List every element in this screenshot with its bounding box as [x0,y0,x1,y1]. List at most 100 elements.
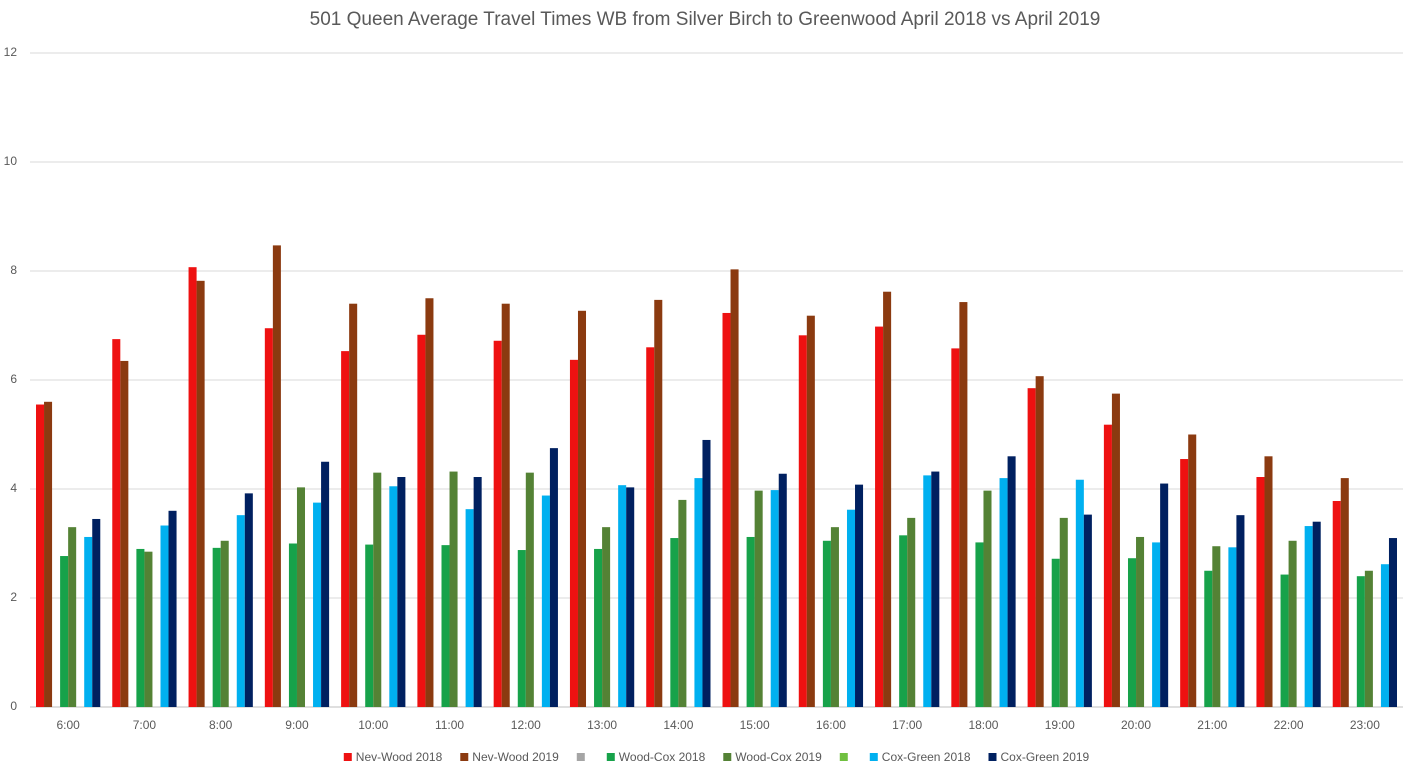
bar [951,348,960,707]
bar [569,359,578,707]
x-tick-label: 14:00 [663,718,693,732]
bar [84,536,93,707]
bar [272,245,281,707]
bar [441,545,450,707]
bar [341,351,350,707]
legend-swatch [606,753,615,761]
x-tick-label: 18:00 [968,718,998,732]
bar [1204,570,1213,707]
bar [855,484,864,707]
bar [220,540,229,707]
bar [417,334,426,707]
bar [1256,477,1265,707]
bar [670,538,679,707]
x-tick-label: 15:00 [740,718,770,732]
bar [875,326,884,707]
bar [136,548,145,707]
bar [722,312,731,707]
bar [144,551,153,707]
x-tick-label: 21:00 [1197,718,1227,732]
bar [549,448,558,707]
bar [1236,515,1245,707]
bar [923,475,932,707]
bar [365,544,374,707]
bar [1364,570,1373,707]
y-tick-label: 4 [10,481,17,495]
bar [236,515,245,707]
bar [983,490,992,707]
bar [397,477,406,707]
bar [1304,526,1313,707]
bar [1075,479,1084,707]
bar [1188,434,1197,707]
x-tick-label: 16:00 [816,718,846,732]
bar [975,542,984,707]
bar [168,510,177,707]
bar [846,509,856,707]
bar [830,527,839,707]
legend-swatch [869,753,878,761]
x-tick-label: 22:00 [1274,718,1304,732]
bar [1228,547,1237,707]
bar [36,404,45,707]
legend-label: Wood-Cox 2019 [735,750,822,764]
bar [449,471,458,707]
bar [425,298,434,707]
bar [313,502,322,707]
bar [1136,536,1145,707]
legend-label: Nev-Wood 2019 [472,750,559,764]
bar [1356,576,1365,707]
bar [1332,500,1341,707]
x-tick-label: 11:00 [435,718,464,732]
y-tick-label: 0 [10,699,17,713]
y-tick-label: 12 [4,45,18,59]
x-tick-label: 20:00 [1121,718,1151,732]
bar [1212,546,1221,707]
bar [1027,388,1036,707]
bar [577,310,587,707]
bar [702,439,711,707]
x-tick-label: 7:00 [133,718,157,732]
bar [594,548,603,707]
bar [473,477,482,707]
legend: Nev-Wood 2018 Nev-Wood 2019 Wood-Cox 2018 W… [343,750,1090,764]
bar [188,267,197,707]
legend-swatch [988,753,997,761]
bar [493,340,502,707]
bar [120,360,129,707]
legend-label: Nev-Wood 2018 [356,750,443,764]
legend-label: Cox-Green 2019 [1001,750,1090,764]
chart-title: 501 Queen Average Travel Times WB from S… [310,9,1101,30]
bar [1007,456,1016,707]
bar [68,527,77,707]
bar [778,473,787,707]
x-tick-label: 8:00 [209,718,233,732]
bar [626,487,635,707]
bar [798,335,807,707]
legend-swatch [343,753,352,761]
y-tick-label: 2 [10,590,17,604]
x-tick-label: 9:00 [285,718,309,732]
bar [112,339,121,707]
legend-swatch [723,753,732,761]
bar [694,478,703,707]
bar [1388,538,1397,707]
bar [822,540,831,707]
bar [754,490,763,707]
x-tick-label: 12:00 [511,718,541,732]
bar [678,499,687,707]
bar [770,490,779,707]
bar [373,472,382,707]
legend-label: Cox-Green 2018 [882,750,971,764]
bar [1312,521,1321,707]
bar [525,472,534,707]
bar [264,328,273,707]
bar [907,517,916,707]
legend-swatch [576,753,585,761]
bar [806,315,815,707]
bar [654,299,663,707]
bar [92,518,101,707]
bar [730,269,739,707]
bar [1288,540,1297,707]
